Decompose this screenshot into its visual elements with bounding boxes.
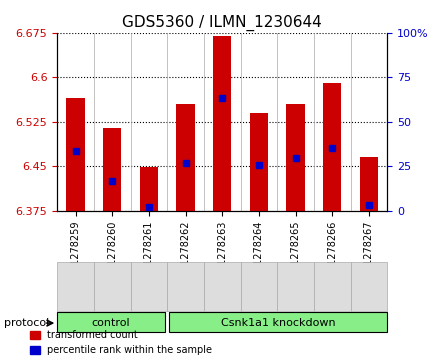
Bar <box>250 113 268 211</box>
Legend: transformed count, percentile rank within the sample: transformed count, percentile rank withi… <box>27 327 215 358</box>
Bar <box>286 104 305 211</box>
Bar <box>213 36 231 211</box>
Text: Csnk1a1 knockdown: Csnk1a1 knockdown <box>220 318 335 328</box>
Bar <box>66 98 85 211</box>
Bar <box>140 167 158 211</box>
Text: protocol: protocol <box>4 318 50 328</box>
Bar <box>323 83 341 211</box>
Bar <box>103 127 121 211</box>
Bar <box>176 104 194 211</box>
Title: GDS5360 / ILMN_1230644: GDS5360 / ILMN_1230644 <box>122 15 322 31</box>
Bar <box>360 157 378 211</box>
Text: control: control <box>92 318 130 328</box>
